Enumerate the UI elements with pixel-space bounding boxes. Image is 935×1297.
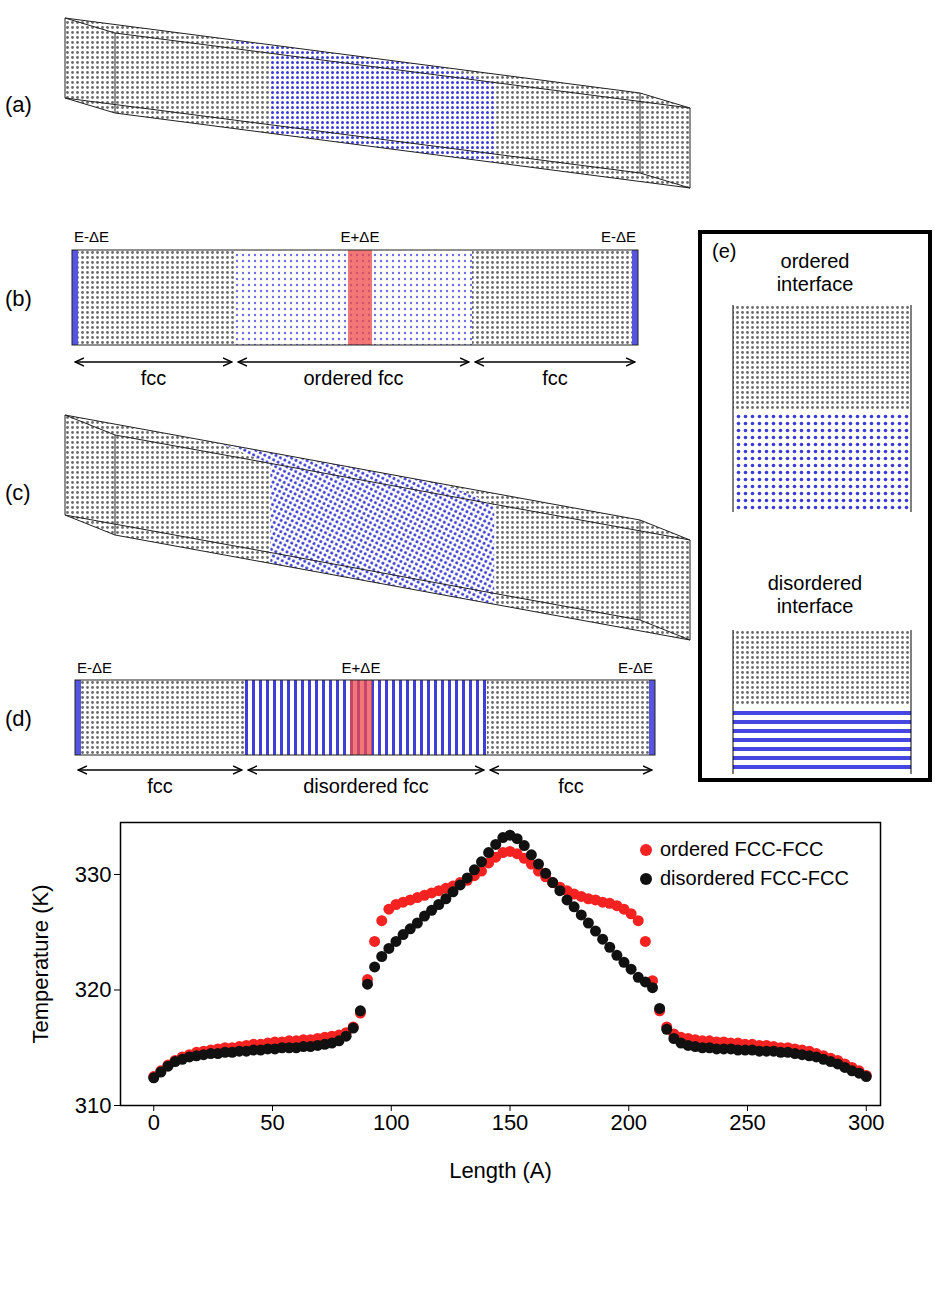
svg-text:50: 50 — [260, 1110, 284, 1135]
svg-text:disordered fcc: disordered fcc — [303, 775, 429, 797]
svg-text:250: 250 — [729, 1110, 766, 1135]
svg-text:(e): (e) — [712, 240, 736, 262]
svg-text:(d): (d) — [5, 706, 32, 731]
svg-text:fcc: fcc — [558, 775, 584, 797]
svg-text:disordered: disordered — [768, 572, 863, 594]
svg-text:E+ΔE: E+ΔE — [342, 659, 381, 676]
svg-text:E+ΔE: E+ΔE — [341, 228, 380, 245]
svg-text:100: 100 — [373, 1110, 410, 1135]
svg-text:300: 300 — [848, 1110, 885, 1135]
svg-text:310: 310 — [75, 1093, 112, 1118]
svg-text:ordered fcc: ordered fcc — [303, 367, 403, 389]
svg-text:interface: interface — [777, 595, 854, 617]
svg-text:(a): (a) — [5, 92, 32, 117]
svg-text:330: 330 — [75, 862, 112, 887]
svg-text:fcc: fcc — [141, 367, 167, 389]
svg-text:ordered: ordered — [781, 250, 850, 272]
svg-text:fcc: fcc — [147, 775, 173, 797]
svg-text:interface: interface — [777, 273, 854, 295]
svg-text:E-ΔE: E-ΔE — [77, 659, 112, 676]
svg-text:Temperature (K): Temperature (K) — [28, 885, 53, 1044]
html-text:ordered FCC-FCC: ordered FCC-FCC — [660, 838, 824, 860]
svg-text:(c): (c) — [5, 480, 31, 505]
svg-text:E-ΔE: E-ΔE — [601, 228, 636, 245]
svg-text:(b): (b) — [5, 286, 32, 311]
html-text:disordered FCC-FCC: disordered FCC-FCC — [660, 867, 849, 889]
svg-text:fcc: fcc — [542, 367, 568, 389]
svg-text:E-ΔE: E-ΔE — [618, 659, 653, 676]
svg-text:150: 150 — [492, 1110, 529, 1135]
svg-text:0: 0 — [148, 1110, 160, 1135]
svg-text:Length (A): Length (A) — [449, 1158, 552, 1183]
svg-text:E-ΔE: E-ΔE — [74, 228, 109, 245]
svg-text:320: 320 — [75, 977, 112, 1002]
svg-text:200: 200 — [610, 1110, 647, 1135]
